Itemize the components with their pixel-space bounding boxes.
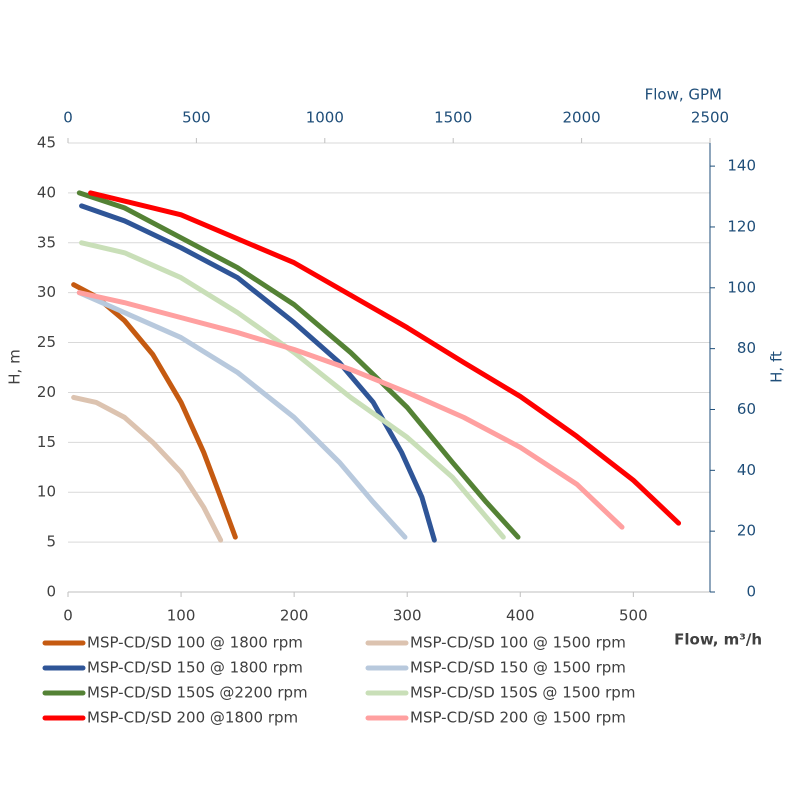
x2-tick-label: 0 bbox=[63, 109, 73, 127]
legend-label: MSP-CD/SD 150 @ 1800 rpm bbox=[87, 659, 303, 677]
legend-label: MSP-CD/SD 200 @ 1500 rpm bbox=[410, 709, 626, 727]
y-tick-label: 15 bbox=[37, 433, 56, 451]
x2-axis-label: Flow, GPM bbox=[645, 86, 722, 104]
curve bbox=[79, 203, 437, 543]
curve bbox=[88, 190, 682, 526]
y2-tick-label: 60 bbox=[737, 400, 756, 418]
x-tick-label: 200 bbox=[280, 607, 309, 625]
y2-tick-label: 100 bbox=[727, 278, 756, 296]
x2-tick-label: 2500 bbox=[691, 109, 729, 127]
curve bbox=[76, 190, 521, 540]
x-tick-label: 0 bbox=[63, 607, 73, 625]
legend-label: MSP-CD/SD 100 @ 1500 rpm bbox=[410, 634, 626, 652]
y-tick-label: 30 bbox=[37, 283, 56, 301]
y-axis-label: H, m bbox=[6, 349, 24, 384]
y-tick-label: 0 bbox=[46, 583, 56, 601]
y2-axis-label: H, ft bbox=[768, 351, 786, 383]
legend-label: MSP-CD/SD 150 @ 1500 rpm bbox=[410, 659, 626, 677]
y2-tick-label: 120 bbox=[727, 217, 756, 235]
y-tick-label: 25 bbox=[37, 333, 56, 351]
x-axis-label: Flow, m³/h bbox=[674, 631, 762, 649]
legend-label: MSP-CD/SD 200 @1800 rpm bbox=[87, 709, 298, 727]
y-tick-label: 35 bbox=[37, 233, 56, 251]
x2-tick-label: 1000 bbox=[306, 109, 344, 127]
curve bbox=[79, 240, 506, 540]
y-tick-label: 45 bbox=[37, 134, 56, 152]
legend-label: MSP-CD/SD 150S @2200 rpm bbox=[87, 684, 308, 702]
x2-tick-label: 1500 bbox=[434, 109, 472, 127]
x2-tick-label: 2000 bbox=[563, 109, 601, 127]
curve bbox=[76, 290, 625, 530]
legend-label: MSP-CD/SD 150S @ 1500 rpm bbox=[410, 684, 635, 702]
x-tick-label: 500 bbox=[619, 607, 648, 625]
y-tick-label: 20 bbox=[37, 383, 56, 401]
y-tick-label: 10 bbox=[37, 483, 56, 501]
x2-tick-label: 500 bbox=[182, 109, 211, 127]
curve bbox=[71, 282, 238, 540]
y2-tick-label: 0 bbox=[746, 583, 756, 601]
y2-tick-label: 20 bbox=[737, 522, 756, 540]
y-tick-label: 5 bbox=[46, 533, 56, 551]
y-tick-label: 40 bbox=[37, 183, 56, 201]
y2-tick-label: 80 bbox=[737, 339, 756, 357]
y2-tick-label: 40 bbox=[737, 461, 756, 479]
curve bbox=[71, 394, 224, 543]
x-tick-label: 400 bbox=[506, 607, 535, 625]
x-tick-label: 300 bbox=[393, 607, 422, 625]
curve bbox=[76, 290, 408, 540]
x-tick-label: 100 bbox=[167, 607, 196, 625]
legend-label: MSP-CD/SD 100 @ 1800 rpm bbox=[87, 634, 303, 652]
y2-tick-label: 140 bbox=[727, 157, 756, 175]
